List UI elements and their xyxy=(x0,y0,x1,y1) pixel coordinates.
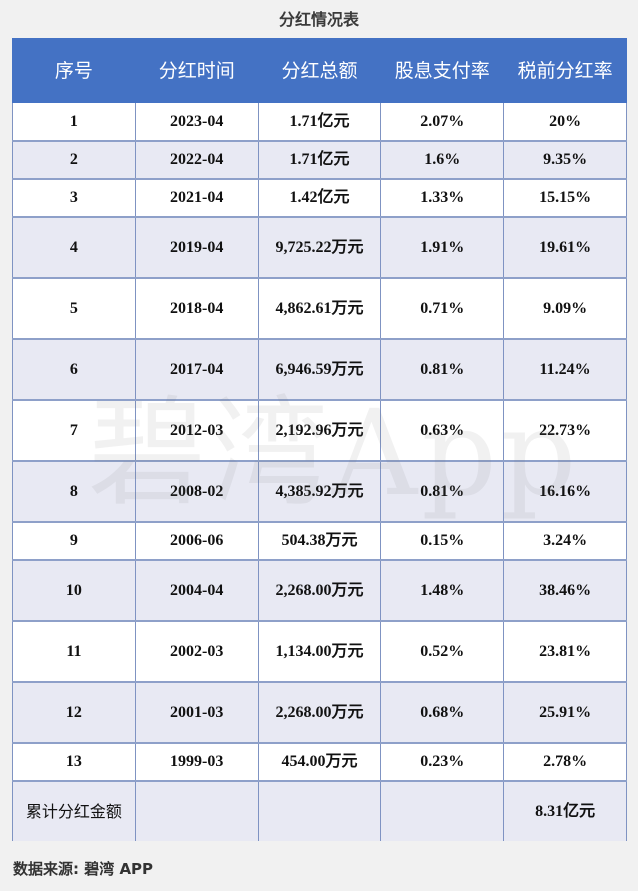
table-row: 10 2004-04 2,268.00万元 1.48% 38.46% xyxy=(12,559,627,621)
cell-yield: 2.78% xyxy=(503,742,627,781)
data-source: 数据来源: 碧湾 APP xyxy=(13,860,154,878)
cell-amount: 1.71亿元 xyxy=(257,140,382,179)
cell-no: 5 xyxy=(12,277,136,339)
cell-date: 2022-04 xyxy=(134,140,259,179)
table-header-row: 序号 分红时间 分红总额 股息支付率 税前分红率 xyxy=(12,38,627,103)
cell-yield: 9.09% xyxy=(503,277,627,339)
table-row: 5 2018-04 4,862.61万元 0.71% 9.09% xyxy=(12,277,627,339)
cell-no: 6 xyxy=(12,338,136,400)
cell-yield: 23.81% xyxy=(503,620,627,682)
cell-no: 2 xyxy=(12,140,136,179)
cell-yield: 22.73% xyxy=(503,399,627,461)
cell-amount: 504.38万元 xyxy=(257,521,382,560)
cell-date: 2002-03 xyxy=(134,620,259,682)
cell-no: 11 xyxy=(12,620,136,682)
cell-no: 9 xyxy=(12,521,136,560)
cell-yield: 38.46% xyxy=(503,559,627,621)
table-row: 6 2017-04 6,946.59万元 0.81% 11.24% xyxy=(12,338,627,400)
cell-yield: 9.35% xyxy=(503,140,627,179)
cell-payout: 1.6% xyxy=(380,140,505,179)
cell-amount: 2,268.00万元 xyxy=(257,559,382,621)
cell-date: 2019-04 xyxy=(134,216,259,278)
table-row: 11 2002-03 1,134.00万元 0.52% 23.81% xyxy=(12,620,627,682)
cell-payout: 0.68% xyxy=(380,681,505,743)
cell-amount: 2,268.00万元 xyxy=(257,681,382,743)
cell-no: 1 xyxy=(12,103,136,141)
cell-payout: 0.81% xyxy=(380,460,505,522)
cell-payout: 2.07% xyxy=(380,103,505,141)
total-date xyxy=(134,780,259,841)
cell-date: 2023-04 xyxy=(134,103,259,141)
cell-amount: 1,134.00万元 xyxy=(257,620,382,682)
header-no: 序号 xyxy=(12,38,136,103)
cell-date: 2018-04 xyxy=(134,277,259,339)
cell-date: 2008-02 xyxy=(134,460,259,522)
cell-date: 2017-04 xyxy=(134,338,259,400)
cell-no: 8 xyxy=(12,460,136,522)
cell-amount: 9,725.22万元 xyxy=(257,216,382,278)
cell-payout: 0.71% xyxy=(380,277,505,339)
cell-amount: 1.42亿元 xyxy=(257,178,382,217)
total-label: 累计分红金额 xyxy=(12,780,136,841)
cell-no: 4 xyxy=(12,216,136,278)
table-row: 2 2022-04 1.71亿元 1.6% 9.35% xyxy=(12,140,627,179)
cell-no: 7 xyxy=(12,399,136,461)
cell-yield: 25.91% xyxy=(503,681,627,743)
cell-no: 12 xyxy=(12,681,136,743)
cell-no: 10 xyxy=(12,559,136,621)
table-row: 3 2021-04 1.42亿元 1.33% 15.15% xyxy=(12,178,627,217)
cell-amount: 6,946.59万元 xyxy=(257,338,382,400)
total-payout xyxy=(380,780,505,841)
cell-yield: 11.24% xyxy=(503,338,627,400)
table-title: 分红情况表 xyxy=(278,10,359,29)
cell-payout: 1.91% xyxy=(380,216,505,278)
table-row: 8 2008-02 4,385.92万元 0.81% 16.16% xyxy=(12,460,627,522)
cell-amount: 454.00万元 xyxy=(257,742,382,781)
cell-payout: 0.81% xyxy=(380,338,505,400)
cell-amount: 4,862.61万元 xyxy=(257,277,382,339)
total-row: 累计分红金额 8.31亿元 xyxy=(12,780,627,841)
cell-payout: 0.15% xyxy=(380,521,505,560)
header-pretax-yield: 税前分红率 xyxy=(503,38,627,103)
cell-date: 2021-04 xyxy=(134,178,259,217)
cell-amount: 4,385.92万元 xyxy=(257,460,382,522)
table-row: 13 1999-03 454.00万元 0.23% 2.78% xyxy=(12,742,627,781)
header-date: 分红时间 xyxy=(134,38,259,103)
cell-date: 1999-03 xyxy=(134,742,259,781)
cell-no: 3 xyxy=(12,178,136,217)
header-payout-ratio: 股息支付率 xyxy=(380,38,505,103)
cell-payout: 0.52% xyxy=(380,620,505,682)
table-row: 9 2006-06 504.38万元 0.15% 3.24% xyxy=(12,521,627,560)
cell-yield: 3.24% xyxy=(503,521,627,560)
dividend-table: 序号 分红时间 分红总额 股息支付率 税前分红率 1 2023-04 1.71亿… xyxy=(12,38,627,841)
cell-payout: 1.48% xyxy=(380,559,505,621)
cell-yield: 16.16% xyxy=(503,460,627,522)
header-amount: 分红总额 xyxy=(257,38,382,103)
cell-yield: 20% xyxy=(503,103,627,141)
cell-payout: 0.23% xyxy=(380,742,505,781)
table-row: 1 2023-04 1.71亿元 2.07% 20% xyxy=(12,103,627,141)
cell-date: 2006-06 xyxy=(134,521,259,560)
cell-yield: 15.15% xyxy=(503,178,627,217)
cell-date: 2004-04 xyxy=(134,559,259,621)
cell-amount: 1.71亿元 xyxy=(257,103,382,141)
table-body: 1 2023-04 1.71亿元 2.07% 20% 2 2022-04 1.7… xyxy=(12,103,627,841)
cell-no: 13 xyxy=(12,742,136,781)
table-row: 12 2001-03 2,268.00万元 0.68% 25.91% xyxy=(12,681,627,743)
cell-amount: 2,192.96万元 xyxy=(257,399,382,461)
cell-payout: 1.33% xyxy=(380,178,505,217)
cell-payout: 0.63% xyxy=(380,399,505,461)
cell-yield: 19.61% xyxy=(503,216,627,278)
table-row: 7 2012-03 2,192.96万元 0.63% 22.73% xyxy=(12,399,627,461)
total-yield: 8.31亿元 xyxy=(503,780,627,841)
total-amount xyxy=(257,780,382,841)
cell-date: 2001-03 xyxy=(134,681,259,743)
cell-date: 2012-03 xyxy=(134,399,259,461)
table-row: 4 2019-04 9,725.22万元 1.91% 19.61% xyxy=(12,216,627,278)
